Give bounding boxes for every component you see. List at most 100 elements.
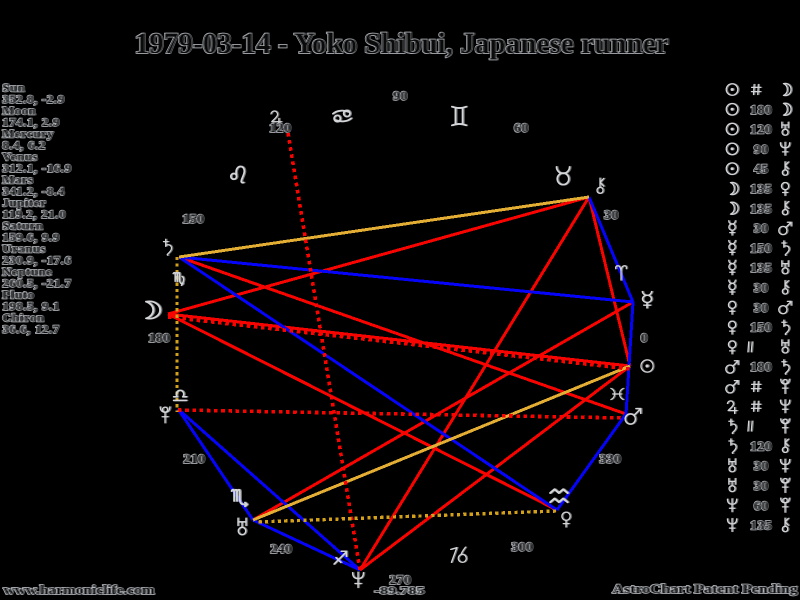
svg-text:AstroChart Patent Pending: AstroChart Patent Pending (612, 582, 798, 596)
svg-text:120: 120 (751, 123, 773, 137)
svg-text:30: 30 (755, 301, 770, 315)
svg-text:150: 150 (750, 241, 772, 255)
svg-text:180: 180 (148, 330, 170, 345)
svg-text:1979-03-14 - Yoko Shibui, Japa: 1979-03-14 - Yoko Shibui, Japanese runne… (134, 27, 668, 60)
svg-text:Pluto: Pluto (2, 288, 34, 302)
svg-text:119.2, 21.0: 119.2, 21.0 (3, 207, 67, 221)
svg-text:30: 30 (755, 281, 770, 295)
svg-text:Chiron: Chiron (3, 311, 45, 325)
svg-text:198.5, 9.1: 198.5, 9.1 (3, 299, 61, 313)
svg-text:Moon: Moon (2, 104, 36, 118)
svg-text:60: 60 (515, 120, 530, 135)
svg-text:36.6, 12.7: 36.6, 12.7 (2, 322, 60, 336)
svg-text:230.9, -17.6: 230.9, -17.6 (3, 253, 72, 267)
svg-text:AstroChart Patent Pending: AstroChart Patent Pending (613, 582, 799, 596)
svg-text:Chiron: Chiron (2, 311, 44, 325)
svg-text:Moon: Moon (3, 104, 37, 118)
svg-text:300: 300 (511, 539, 533, 554)
svg-text:30: 30 (604, 207, 619, 222)
svg-text:Jupiter: Jupiter (2, 196, 46, 210)
svg-text:30: 30 (755, 222, 770, 236)
svg-text:90: 90 (755, 142, 770, 156)
svg-text:8.4, 6.2: 8.4, 6.2 (2, 138, 46, 152)
svg-text:90: 90 (754, 142, 769, 156)
svg-text:150: 150 (751, 241, 773, 255)
svg-text:330: 330 (600, 451, 622, 466)
svg-text:150: 150 (182, 211, 204, 226)
svg-text:45: 45 (755, 162, 770, 176)
svg-text:30: 30 (605, 207, 620, 222)
svg-text:159.6, 9.9: 159.6, 9.9 (2, 230, 60, 244)
svg-text:Uranus: Uranus (2, 242, 46, 256)
svg-text:Venus: Venus (2, 150, 38, 164)
svg-text:174.1, 2.9: 174.1, 2.9 (2, 115, 60, 129)
svg-text:45: 45 (754, 162, 769, 176)
svg-text:159.6, 9.9: 159.6, 9.9 (3, 230, 61, 244)
svg-text:230.9, -17.6: 230.9, -17.6 (2, 253, 71, 267)
svg-text:150: 150 (183, 211, 205, 226)
svg-text:1979-03-14 - Yoko Shibui, Japa: 1979-03-14 - Yoko Shibui, Japanese runne… (135, 27, 669, 60)
svg-text:Pluto: Pluto (3, 288, 35, 302)
svg-text:180: 180 (149, 330, 171, 345)
svg-text:120: 120 (269, 120, 291, 135)
svg-text:www.harmoniclife.com: www.harmoniclife.com (3, 582, 154, 597)
svg-text:Mars: Mars (2, 173, 33, 187)
svg-text:Mercury: Mercury (2, 127, 54, 141)
svg-text:330: 330 (599, 451, 621, 466)
svg-text:30: 30 (754, 281, 769, 295)
svg-text:119.2, 21.0: 119.2, 21.0 (2, 207, 66, 221)
svg-text:270: 270 (389, 572, 411, 587)
svg-text:174.1, 2.9: 174.1, 2.9 (3, 115, 61, 129)
svg-text:198.5, 9.1: 198.5, 9.1 (2, 299, 60, 313)
svg-text:180: 180 (751, 103, 773, 117)
svg-text:30: 30 (755, 459, 770, 473)
svg-text:30: 30 (754, 301, 769, 315)
svg-text:135: 135 (751, 182, 773, 196)
svg-text:Venus: Venus (3, 150, 39, 164)
svg-text:135: 135 (750, 202, 772, 216)
svg-text:60: 60 (514, 120, 529, 135)
svg-text:Saturn: Saturn (3, 219, 44, 233)
svg-text:Saturn: Saturn (2, 219, 43, 233)
svg-text:Mars: Mars (3, 173, 34, 187)
svg-text:135: 135 (750, 182, 772, 196)
svg-text:0: 0 (642, 330, 649, 345)
svg-text:240: 240 (271, 541, 293, 556)
svg-text:270: 270 (390, 572, 412, 587)
svg-text:60: 60 (755, 499, 770, 513)
svg-text:120: 120 (751, 439, 773, 453)
svg-text:Neptune: Neptune (3, 265, 53, 279)
svg-text:210: 210 (183, 451, 205, 466)
svg-text:135: 135 (750, 261, 772, 275)
svg-text:120: 120 (270, 120, 292, 135)
svg-text:260.5, -21.7: 260.5, -21.7 (3, 276, 72, 290)
svg-text:135: 135 (750, 519, 772, 533)
svg-text:180: 180 (750, 360, 772, 374)
svg-text:135: 135 (751, 519, 773, 533)
svg-text:-89.785: -89.785 (375, 585, 426, 597)
svg-text:180: 180 (751, 360, 773, 374)
svg-text:90: 90 (393, 88, 408, 103)
svg-text:36.6, 12.7: 36.6, 12.7 (3, 322, 61, 336)
svg-text:312.1, -16.9: 312.1, -16.9 (3, 161, 72, 175)
svg-text:180: 180 (750, 103, 772, 117)
svg-text:30: 30 (754, 222, 769, 236)
svg-text:150: 150 (751, 321, 773, 335)
svg-text:312.1, -16.9: 312.1, -16.9 (2, 161, 71, 175)
svg-text:341.2, -8.4: 341.2, -8.4 (3, 184, 65, 198)
svg-text:240: 240 (270, 541, 292, 556)
svg-text:Jupiter: Jupiter (3, 196, 47, 210)
svg-text:0: 0 (640, 330, 647, 345)
svg-text:www.harmoniclife.com: www.harmoniclife.com (4, 582, 155, 597)
svg-text:120: 120 (750, 439, 772, 453)
svg-text:30: 30 (754, 459, 769, 473)
svg-text:Sun: Sun (3, 81, 26, 95)
svg-text:Uranus: Uranus (3, 242, 47, 256)
svg-text:260.5, -21.7: 260.5, -21.7 (2, 276, 71, 290)
svg-text:135: 135 (751, 202, 773, 216)
svg-text:Sun: Sun (2, 81, 25, 95)
svg-text:Mercury: Mercury (3, 127, 55, 141)
svg-text:352.8, -2.9: 352.8, -2.9 (2, 92, 64, 106)
svg-text:8.4, 6.2: 8.4, 6.2 (3, 138, 47, 152)
svg-text:300: 300 (512, 539, 534, 554)
